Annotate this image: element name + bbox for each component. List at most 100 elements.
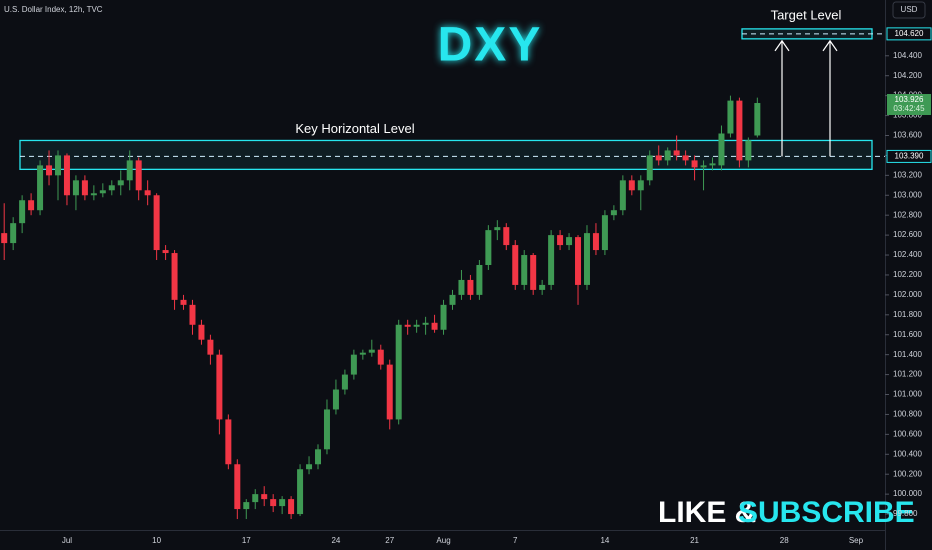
- candle-body: [171, 253, 178, 300]
- candle-body: [90, 193, 97, 196]
- candle-body: [745, 140, 752, 161]
- y-tick-label: 102.200: [893, 270, 922, 279]
- candle-body: [691, 160, 698, 168]
- candle-body: [288, 499, 295, 515]
- candle-body: [637, 180, 644, 191]
- candle-body: [700, 165, 707, 168]
- level-price-marker: [886, 149, 932, 163]
- plot-area: [1, 28, 885, 520]
- symbol-info: U.S. Dollar Index, 12h, TVC: [4, 5, 103, 14]
- candle-body: [297, 469, 304, 515]
- candle-body: [485, 230, 492, 265]
- candle-body: [754, 103, 761, 136]
- candle-body: [315, 449, 322, 465]
- candle-body: [135, 160, 142, 191]
- y-tick-label: 100.600: [893, 429, 922, 438]
- candle-body: [377, 349, 384, 365]
- currency[interactable]: USD: [901, 5, 918, 14]
- countdown: 03:42:45: [893, 104, 925, 113]
- x-tick-label: 28: [780, 536, 789, 545]
- candle-body: [566, 237, 573, 246]
- arrow-head: [774, 39, 790, 52]
- target-text: Target Level: [771, 7, 842, 22]
- candle-body: [494, 227, 501, 231]
- candle-body: [601, 215, 608, 251]
- candle-body: [46, 165, 53, 176]
- y-tick-label: 101.400: [893, 350, 922, 359]
- candle-body: [252, 494, 259, 503]
- candle-body: [467, 279, 474, 295]
- candle-body: [19, 200, 26, 224]
- candle-body: [144, 190, 151, 196]
- y-tick-label: 103.000: [893, 190, 922, 199]
- candle-body: [54, 155, 61, 176]
- candle-body: [655, 155, 662, 161]
- key-level-text: Key Horizontal Level: [295, 121, 414, 136]
- candle-body: [81, 180, 88, 196]
- candle-body: [189, 304, 196, 325]
- candle-body: [350, 354, 357, 375]
- candle-body: [404, 324, 411, 327]
- candle-body: [395, 324, 402, 420]
- x-tick-label: 21: [690, 536, 699, 545]
- y-tick-label: 103.600: [893, 131, 922, 140]
- y-tick-label: 100.200: [893, 469, 922, 478]
- candle-body: [592, 233, 599, 251]
- candle-body: [99, 190, 106, 194]
- candle-body: [557, 235, 564, 246]
- candle-body: [718, 133, 725, 166]
- candle-body: [261, 494, 268, 500]
- candle-body: [539, 284, 546, 290]
- candle-body: [117, 180, 124, 186]
- y-tick-label: 102.600: [893, 230, 922, 239]
- candle-body: [243, 502, 250, 510]
- candle-body: [270, 499, 277, 507]
- candle-body: [727, 100, 734, 134]
- candle-body: [503, 227, 510, 246]
- y-tick-label: 103.200: [893, 170, 922, 179]
- promo-text: SUBSCRIBE: [738, 496, 915, 529]
- chart-title: DXY: [438, 19, 543, 72]
- x-tick-label: 24: [331, 536, 340, 545]
- candle-body: [530, 255, 537, 290]
- y-tick-label: 100.800: [893, 410, 922, 419]
- candle-body: [1, 233, 8, 244]
- y-tick-label: 99.800: [893, 509, 918, 518]
- currency-box[interactable]: [892, 1, 926, 19]
- candle-body: [431, 322, 438, 330]
- candle-body: [736, 100, 743, 161]
- candle-body: [198, 324, 205, 340]
- y-tick-label: 102.400: [893, 250, 922, 259]
- candle-body: [162, 250, 169, 254]
- y-tick-label: 101.000: [893, 390, 922, 399]
- candle-body: [440, 304, 447, 330]
- level-price-marker: [886, 27, 932, 41]
- candle-body: [512, 245, 519, 285]
- x-tick-label: 17: [242, 536, 251, 545]
- candle-body: [610, 210, 617, 216]
- y-tick-label: 104.200: [893, 71, 922, 80]
- candle-body: [619, 180, 626, 211]
- candle-body: [108, 185, 115, 191]
- candle-body: [521, 255, 528, 285]
- candle-body: [386, 364, 393, 420]
- candle-body: [234, 464, 241, 510]
- candle-body: [628, 180, 635, 191]
- candle-body: [664, 150, 671, 161]
- candle-body: [449, 294, 456, 305]
- candle-body: [413, 324, 420, 327]
- y-tick-label: 102.800: [893, 210, 922, 219]
- promo-text: LIKE &: [658, 496, 756, 529]
- candle-body: [583, 233, 590, 285]
- candle-body: [458, 279, 465, 295]
- key-level-zone: [19, 139, 873, 171]
- y-tick-label: 101.200: [893, 370, 922, 379]
- x-tick-label: 14: [600, 536, 609, 545]
- candle-body: [646, 155, 653, 181]
- candle-body: [10, 223, 17, 244]
- x-tick-label: Jul: [62, 536, 72, 545]
- candle-body: [216, 354, 223, 420]
- x-tick-label: 7: [513, 536, 518, 545]
